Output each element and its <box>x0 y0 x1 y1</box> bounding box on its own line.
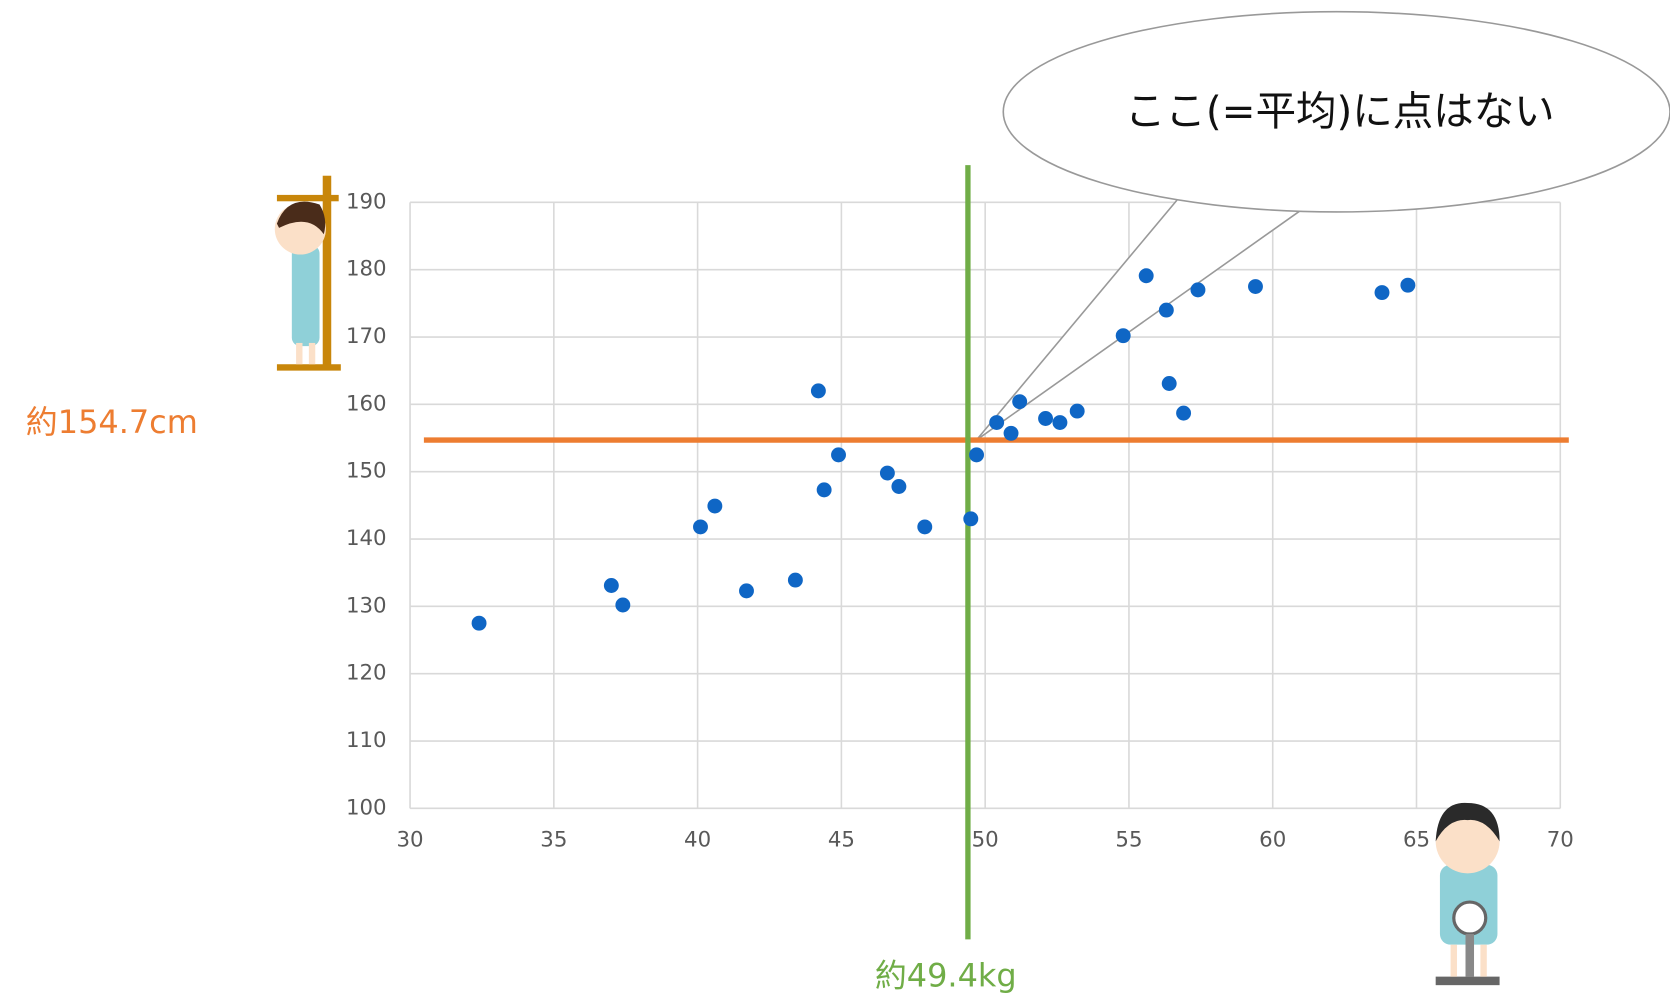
weight-illustration <box>1435 802 1500 986</box>
point <box>1248 279 1263 294</box>
point <box>1115 328 1131 344</box>
y-tick-label: 170 <box>346 324 387 349</box>
point <box>1052 415 1068 430</box>
mean-weight-label: 約49.4kg <box>875 957 1017 995</box>
point <box>1374 285 1390 301</box>
point <box>693 519 708 535</box>
point <box>963 511 979 527</box>
point <box>810 383 826 399</box>
x-tick-label: 65 <box>1403 827 1430 852</box>
point <box>816 482 832 498</box>
x-tick-label: 40 <box>684 827 711 852</box>
y-tick-label: 110 <box>346 728 387 753</box>
point <box>739 583 754 599</box>
point <box>969 447 984 463</box>
point <box>917 519 933 535</box>
height-illustration <box>274 175 341 371</box>
point <box>891 479 907 494</box>
point <box>787 572 803 588</box>
point <box>1158 302 1174 318</box>
point <box>1161 376 1177 391</box>
point <box>707 498 723 514</box>
point <box>1176 405 1192 421</box>
y-tick-label: 120 <box>346 661 387 686</box>
callout-text: ここ(=平均)に点はない <box>1125 87 1555 135</box>
point <box>1012 394 1028 410</box>
y-tick-label: 190 <box>346 189 387 214</box>
y-tick-label: 150 <box>346 459 387 484</box>
point <box>879 465 895 481</box>
x-tick-label: 45 <box>828 827 855 852</box>
x-tick-label: 60 <box>1259 827 1286 852</box>
point <box>615 597 631 613</box>
point <box>1138 268 1154 284</box>
y-tick-label: 160 <box>346 391 387 416</box>
x-tick-label: 55 <box>1115 827 1142 852</box>
point <box>471 615 487 631</box>
y-tick-label: 180 <box>346 257 387 282</box>
point <box>1400 277 1416 293</box>
point <box>1003 425 1019 441</box>
y-tick-label: 100 <box>346 795 387 820</box>
point <box>603 578 619 593</box>
y-tick-label: 130 <box>346 593 387 618</box>
x-tick-label: 30 <box>396 827 423 852</box>
point <box>989 415 1005 430</box>
x-tick-label: 35 <box>540 827 567 852</box>
point <box>831 447 846 463</box>
mean-height-label: 約154.7cm <box>26 403 198 441</box>
point <box>1190 282 1206 298</box>
y-tick-label: 140 <box>346 526 387 551</box>
point <box>1038 411 1054 426</box>
point <box>1069 403 1085 419</box>
x-tick-label: 70 <box>1547 827 1574 852</box>
x-tick-label: 50 <box>972 827 999 852</box>
